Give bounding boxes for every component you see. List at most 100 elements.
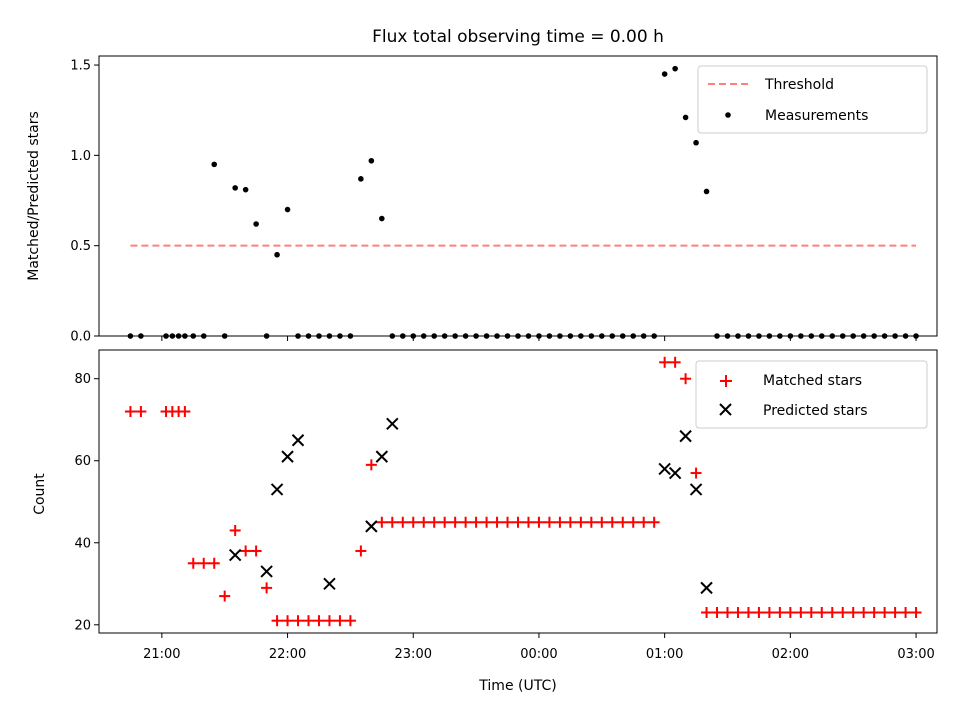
predicted-star-point xyxy=(228,548,242,562)
predicted-star-point xyxy=(700,581,713,595)
matched-star-point xyxy=(669,356,681,368)
matched-star-point xyxy=(135,406,147,418)
matched-star-point xyxy=(292,615,304,627)
matched-star-point xyxy=(522,516,534,528)
matched-star-point xyxy=(680,373,692,385)
matched-star-point xyxy=(868,606,880,618)
measurement-point xyxy=(284,206,291,213)
matched-star-point xyxy=(638,516,650,528)
matched-star-point xyxy=(418,516,430,528)
matched-star-point xyxy=(554,516,566,528)
top-legend-box xyxy=(697,65,928,134)
matched-star-point xyxy=(648,516,660,528)
matched-star-point xyxy=(722,606,733,618)
x-tick-label: 03:00 xyxy=(897,647,934,662)
matched-star-point xyxy=(240,545,252,557)
top-axes-frame xyxy=(98,55,938,337)
matched-star-point xyxy=(564,516,576,528)
x-tick-label: 21:00 xyxy=(143,647,180,662)
measurement-point xyxy=(253,221,259,227)
matched-star-point xyxy=(449,516,461,528)
x-tick-label: 22:00 xyxy=(269,647,306,662)
bottom-plot-area xyxy=(124,356,922,627)
predicted-star-point xyxy=(375,450,389,463)
predicted-star-point xyxy=(291,434,305,447)
matched-star-point xyxy=(386,516,398,528)
matched-star-point xyxy=(585,516,597,528)
matched-star-point xyxy=(774,606,786,618)
matched-star-point xyxy=(344,615,356,627)
matched-star-point xyxy=(816,606,828,618)
matched-star-point xyxy=(491,516,503,528)
matched-star-point xyxy=(460,516,472,528)
predicted-star-point xyxy=(281,450,294,463)
measurement-point xyxy=(358,176,364,182)
bottom-axes-frame xyxy=(98,349,938,634)
predicted-star-point xyxy=(365,520,378,533)
matched-star-point xyxy=(889,606,901,618)
matched-star-point xyxy=(365,459,377,471)
matched-star-point xyxy=(900,606,912,618)
measurements-legend-marker xyxy=(725,112,731,118)
matched-star-point xyxy=(407,516,419,528)
matched-star-point xyxy=(502,516,514,528)
bottom-legend-box xyxy=(695,360,928,429)
matched-star-point xyxy=(376,516,388,528)
matched-star-point xyxy=(879,606,891,618)
matched-star-point xyxy=(910,606,922,618)
matched-star-point xyxy=(711,606,723,618)
matched-star-point xyxy=(606,516,618,528)
matched-star-point xyxy=(313,615,325,627)
matched-star-point xyxy=(198,557,210,569)
matched-legend-marker xyxy=(720,375,732,387)
matched-star-point xyxy=(428,516,440,528)
matched-star-point xyxy=(124,406,136,418)
bottom-x-ticks: 21:00 22:00 23:00 00:00 01:00 02:00 03:00 xyxy=(143,633,935,662)
measurement-point xyxy=(703,188,710,195)
y-tick-label: 0.0 xyxy=(70,330,91,345)
threshold-legend-label: Threshold xyxy=(764,77,834,93)
measurement-point xyxy=(368,157,375,164)
predicted-star-point xyxy=(323,577,336,590)
measurement-point xyxy=(232,185,238,191)
matched-star-point xyxy=(250,545,262,557)
measurement-point xyxy=(211,161,218,168)
matched-star-point xyxy=(439,516,451,528)
x-tick-label: 23:00 xyxy=(395,647,432,662)
bottom-panel: Count Time (UTC) 20 40 60 80 21:00 22:00 23:0… xyxy=(32,349,938,694)
matched-star-point xyxy=(229,524,241,536)
matched-legend-label: Matched stars xyxy=(763,373,862,389)
measurements-legend-label: Measurements xyxy=(765,108,868,124)
matched-star-point xyxy=(763,606,775,618)
matched-star-point xyxy=(732,606,744,618)
measurement-point xyxy=(672,65,678,72)
matched-star-point xyxy=(208,557,220,569)
top-legend: Threshold Measurements xyxy=(697,65,928,134)
top-y-ticks: 0.0 0.5 1.0 1.5 xyxy=(70,59,99,345)
predicted-star-point xyxy=(270,483,284,496)
y-tick-label: 0.5 xyxy=(70,239,91,254)
predicted-star-point xyxy=(386,417,399,431)
matched-star-point xyxy=(355,545,367,557)
matched-star-point xyxy=(753,606,765,618)
matched-star-point xyxy=(805,606,817,618)
measurement-point xyxy=(379,215,385,222)
matched-star-point xyxy=(847,606,859,618)
chart-title: Flux total observing time = 0.00 h xyxy=(372,27,664,47)
predicted-star-point xyxy=(260,565,273,578)
predicted-star-point xyxy=(668,466,682,480)
matched-star-point xyxy=(481,516,493,528)
matched-star-point xyxy=(742,606,754,618)
top-y-axis-label: Matched/Predicted stars xyxy=(26,111,42,281)
matched-star-point xyxy=(187,557,199,569)
measurement-point xyxy=(242,186,249,193)
matched-star-point xyxy=(512,516,524,528)
matched-star-point xyxy=(261,582,273,594)
predicted-star-point xyxy=(689,483,703,496)
predicted-legend-label: Predicted stars xyxy=(763,403,868,419)
matched-star-point xyxy=(596,516,608,528)
matched-star-point xyxy=(784,606,796,618)
y-tick-label: 40 xyxy=(74,536,91,551)
predicted-star-point xyxy=(658,462,671,476)
